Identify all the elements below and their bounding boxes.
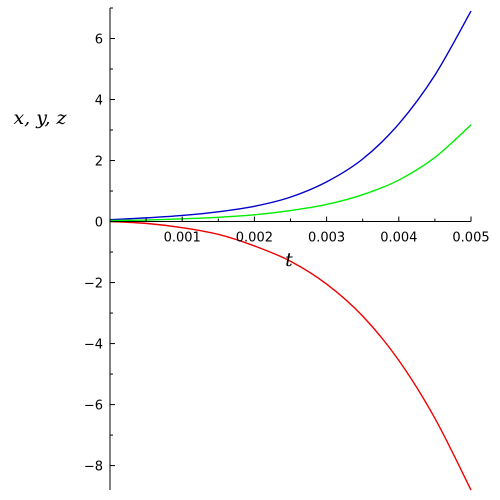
x-tick-label: 0.003 <box>308 231 345 246</box>
series-line-blue <box>109 10 472 221</box>
series-line-green <box>109 124 472 222</box>
series-layer <box>109 10 472 491</box>
x-tick-label: 0.005 <box>452 231 489 246</box>
y-tick-label: −4 <box>84 338 103 353</box>
y-axis-title: x, y, z <box>13 107 67 129</box>
y-tick-label: 2 <box>95 155 103 170</box>
y-tick-label: −2 <box>84 277 103 292</box>
x-ticks: 0.001 0.002 0.003 0.004 0.005 <box>145 216 490 246</box>
series-line-red <box>109 220 472 491</box>
y-ticks: −8 −6 −4 −2 0 2 4 6 <box>84 7 115 475</box>
y-tick-label: −8 <box>84 460 103 475</box>
x-tick-label: 0.001 <box>164 231 201 246</box>
y-tick-label: 4 <box>95 94 103 109</box>
x-axis-title: t <box>285 249 293 271</box>
y-tick-label: 0 <box>95 216 103 231</box>
y-tick-label: −6 <box>84 399 103 414</box>
x-tick-label: 0.004 <box>380 231 417 246</box>
axes-layer: 0.001 0.002 0.003 0.004 0.005 −8 −6 −4 −2 0 2 4 6 <box>84 7 490 490</box>
x-tick-label: 0.002 <box>236 231 273 246</box>
y-tick-label: 6 <box>95 33 103 48</box>
